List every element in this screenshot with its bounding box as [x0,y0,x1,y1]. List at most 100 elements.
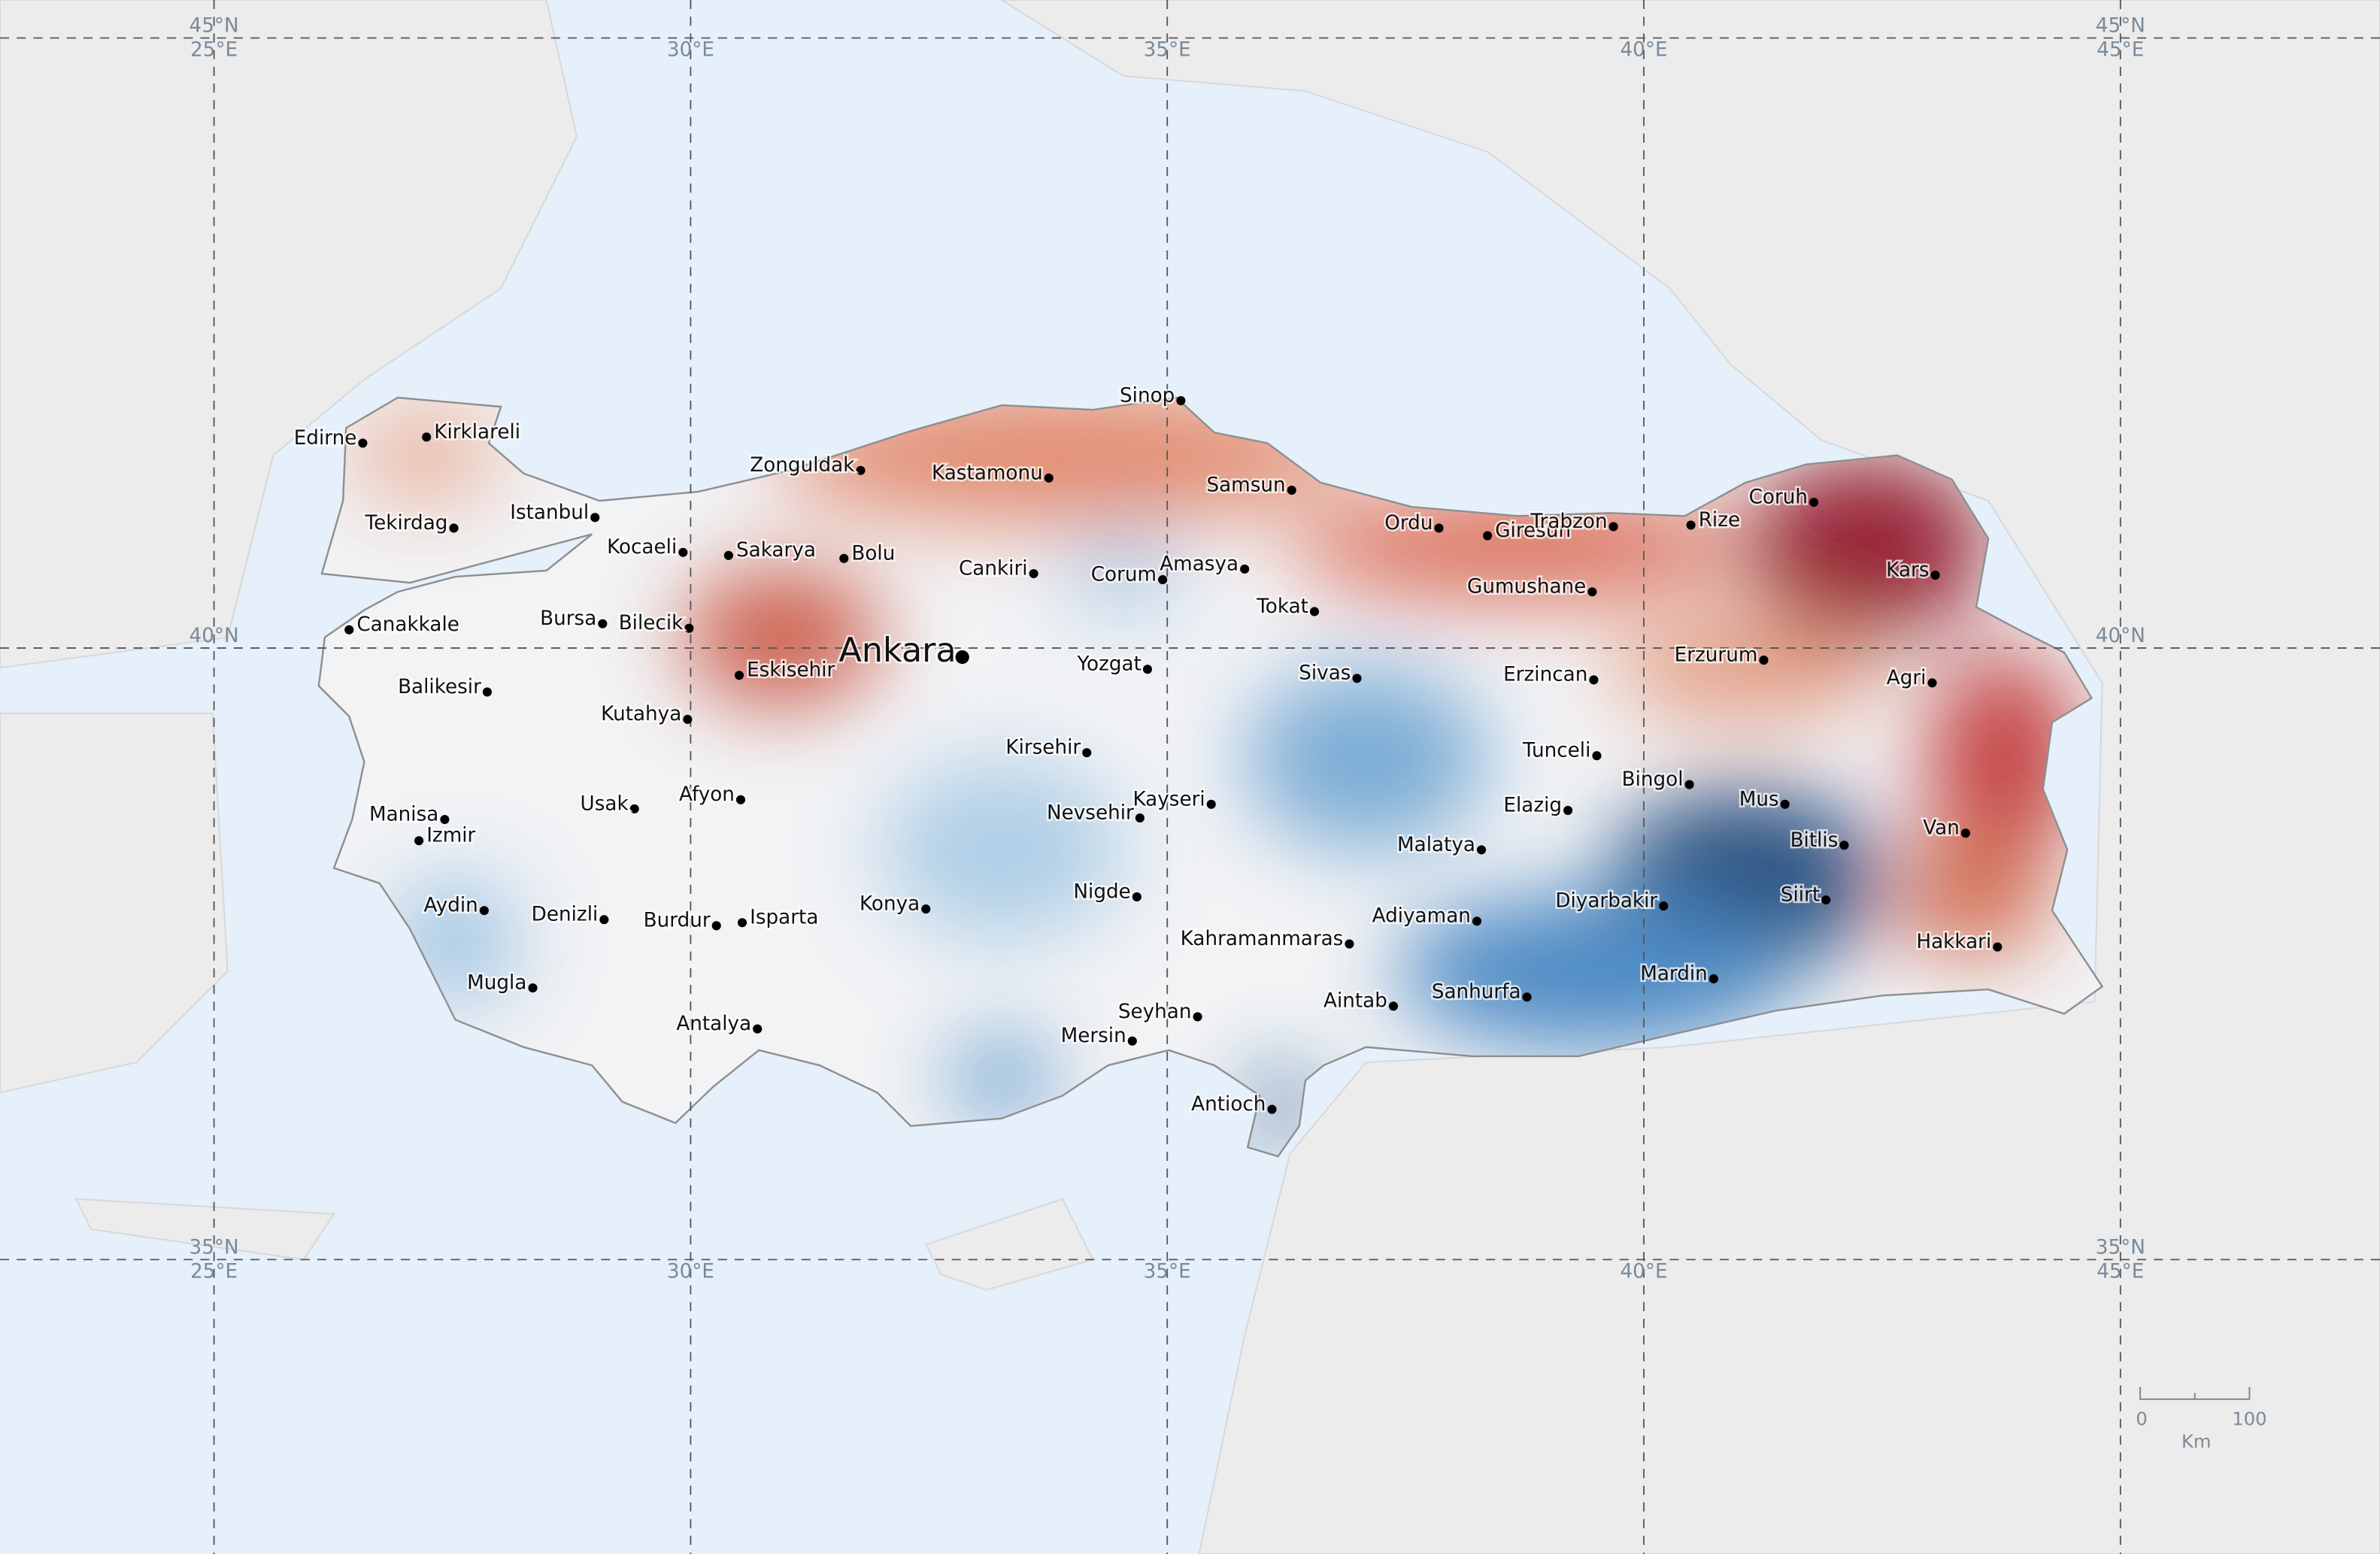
city-label: Malatya [1397,834,1475,856]
city-label: Nigde [1073,880,1130,903]
city-dot [590,513,600,523]
city-dot [449,523,459,533]
city-label: Mardin [1640,962,1708,985]
city-label: Kastamonu [932,462,1043,484]
city-label: Mersin [1061,1025,1126,1047]
city-label: Sinop [1120,384,1175,407]
city-label: Samsun [1206,474,1285,496]
city-dot [1476,845,1487,855]
city-label: Erzincan [1503,664,1587,686]
city-dot [1684,780,1694,789]
scale-bar: 0 100 Km [2136,1386,2267,1453]
city-label: Rize [1699,509,1740,532]
city-dot [723,550,733,560]
lon-label: 35°E [1144,39,1191,62]
labels: 25°E 30°E 35°E 40°E 45°E45°N 45°N25°E 30°E 35°E… [189,14,2145,1283]
city-dot [1809,498,1819,507]
city-label: Denizli [532,904,599,926]
city-label: Adiyaman [1372,905,1471,928]
lon-label: 25°E [190,39,238,62]
city-label: Burdur [644,910,711,932]
city-dot [1240,564,1250,574]
city-label: Amasya [1160,553,1239,575]
city-label: Istanbul [510,501,589,524]
city-dot [921,904,931,914]
city-dot [683,714,693,724]
city-dot [1927,678,1937,688]
city-dot [599,915,609,925]
lat-label: 45°N [2096,14,2145,37]
city-label: Tekirdag [365,512,448,535]
city-dot [1759,656,1769,665]
city-label: Giresun [1495,520,1571,542]
city-label: Kayseri [1132,788,1205,810]
lat-label: 40°N [2096,625,2145,647]
city-dot [629,804,639,813]
scale-unit: Km [2181,1431,2211,1453]
city-label: Agri [1887,667,1927,689]
lat-label: 45°N [189,14,239,37]
city-label: Edirne [294,427,357,450]
city-dot [1082,748,1092,758]
city-dot [1345,939,1354,949]
city-label: Usak [581,792,629,815]
city-label: Aintab [1323,990,1387,1013]
city-dot [1287,485,1296,495]
city-label: Eskisehir [747,659,835,682]
city-dot [358,438,368,448]
lon-label: 45°E [2097,1261,2144,1283]
city-dot [1587,587,1597,597]
city-dot [1044,473,1054,483]
city-dot [734,671,744,680]
city-dot [1930,570,1940,580]
city-dot [1592,751,1602,761]
city-dot [598,619,608,629]
lon-label: 40°E [1620,1261,1667,1283]
city-label: Tokat [1256,595,1308,618]
city-dot [856,465,866,475]
city-dot [1686,520,1696,530]
city-dot [1434,523,1444,533]
city-label: Kahramanmaras [1181,928,1344,950]
lon-label: 40°E [1620,39,1667,62]
city-dot [344,625,354,635]
city-dot [1127,1036,1137,1046]
city-label: Mus [1739,788,1779,810]
city-label: Bilecik [619,612,684,635]
city-label: Balikesir [398,676,481,698]
lat-label: 40°N [189,625,239,647]
city-dot [735,795,746,804]
city-label: Antioch [1191,1093,1266,1116]
city-label: Gumushane [1467,576,1586,598]
city-dot [1309,607,1320,616]
city-label: Kirsehir [1005,737,1081,759]
city-dot [1352,674,1362,683]
city-label: Siirt [1781,883,1820,906]
city-dot [1388,1001,1399,1011]
city-label: Trabzon [1530,510,1607,533]
city-dot [753,1024,763,1034]
city-dot [1708,974,1718,984]
city-label: Ordu [1384,512,1433,535]
lon-label: 30°E [667,1261,714,1283]
city-label: Yozgat [1077,653,1141,676]
city-label: Corum [1091,564,1157,586]
scale-bar-line [2139,1386,2251,1401]
city-dot [440,814,450,825]
city-label: Bolu [851,542,895,565]
city-label: Afyon [679,783,735,806]
lon-label: 25°E [190,1261,238,1283]
city-dot [482,687,492,697]
city-label: Sakarya [736,539,816,562]
city-dot [1780,799,1790,809]
city-dot [414,836,424,846]
city-dot [737,918,747,928]
city-label: Tunceli [1522,740,1590,762]
city-label: Seyhan [1118,1001,1192,1023]
city-dot [1522,992,1532,1002]
lon-label: 30°E [667,39,714,62]
city-label: Bitlis [1790,829,1839,852]
city-label: Mugla [467,972,526,995]
